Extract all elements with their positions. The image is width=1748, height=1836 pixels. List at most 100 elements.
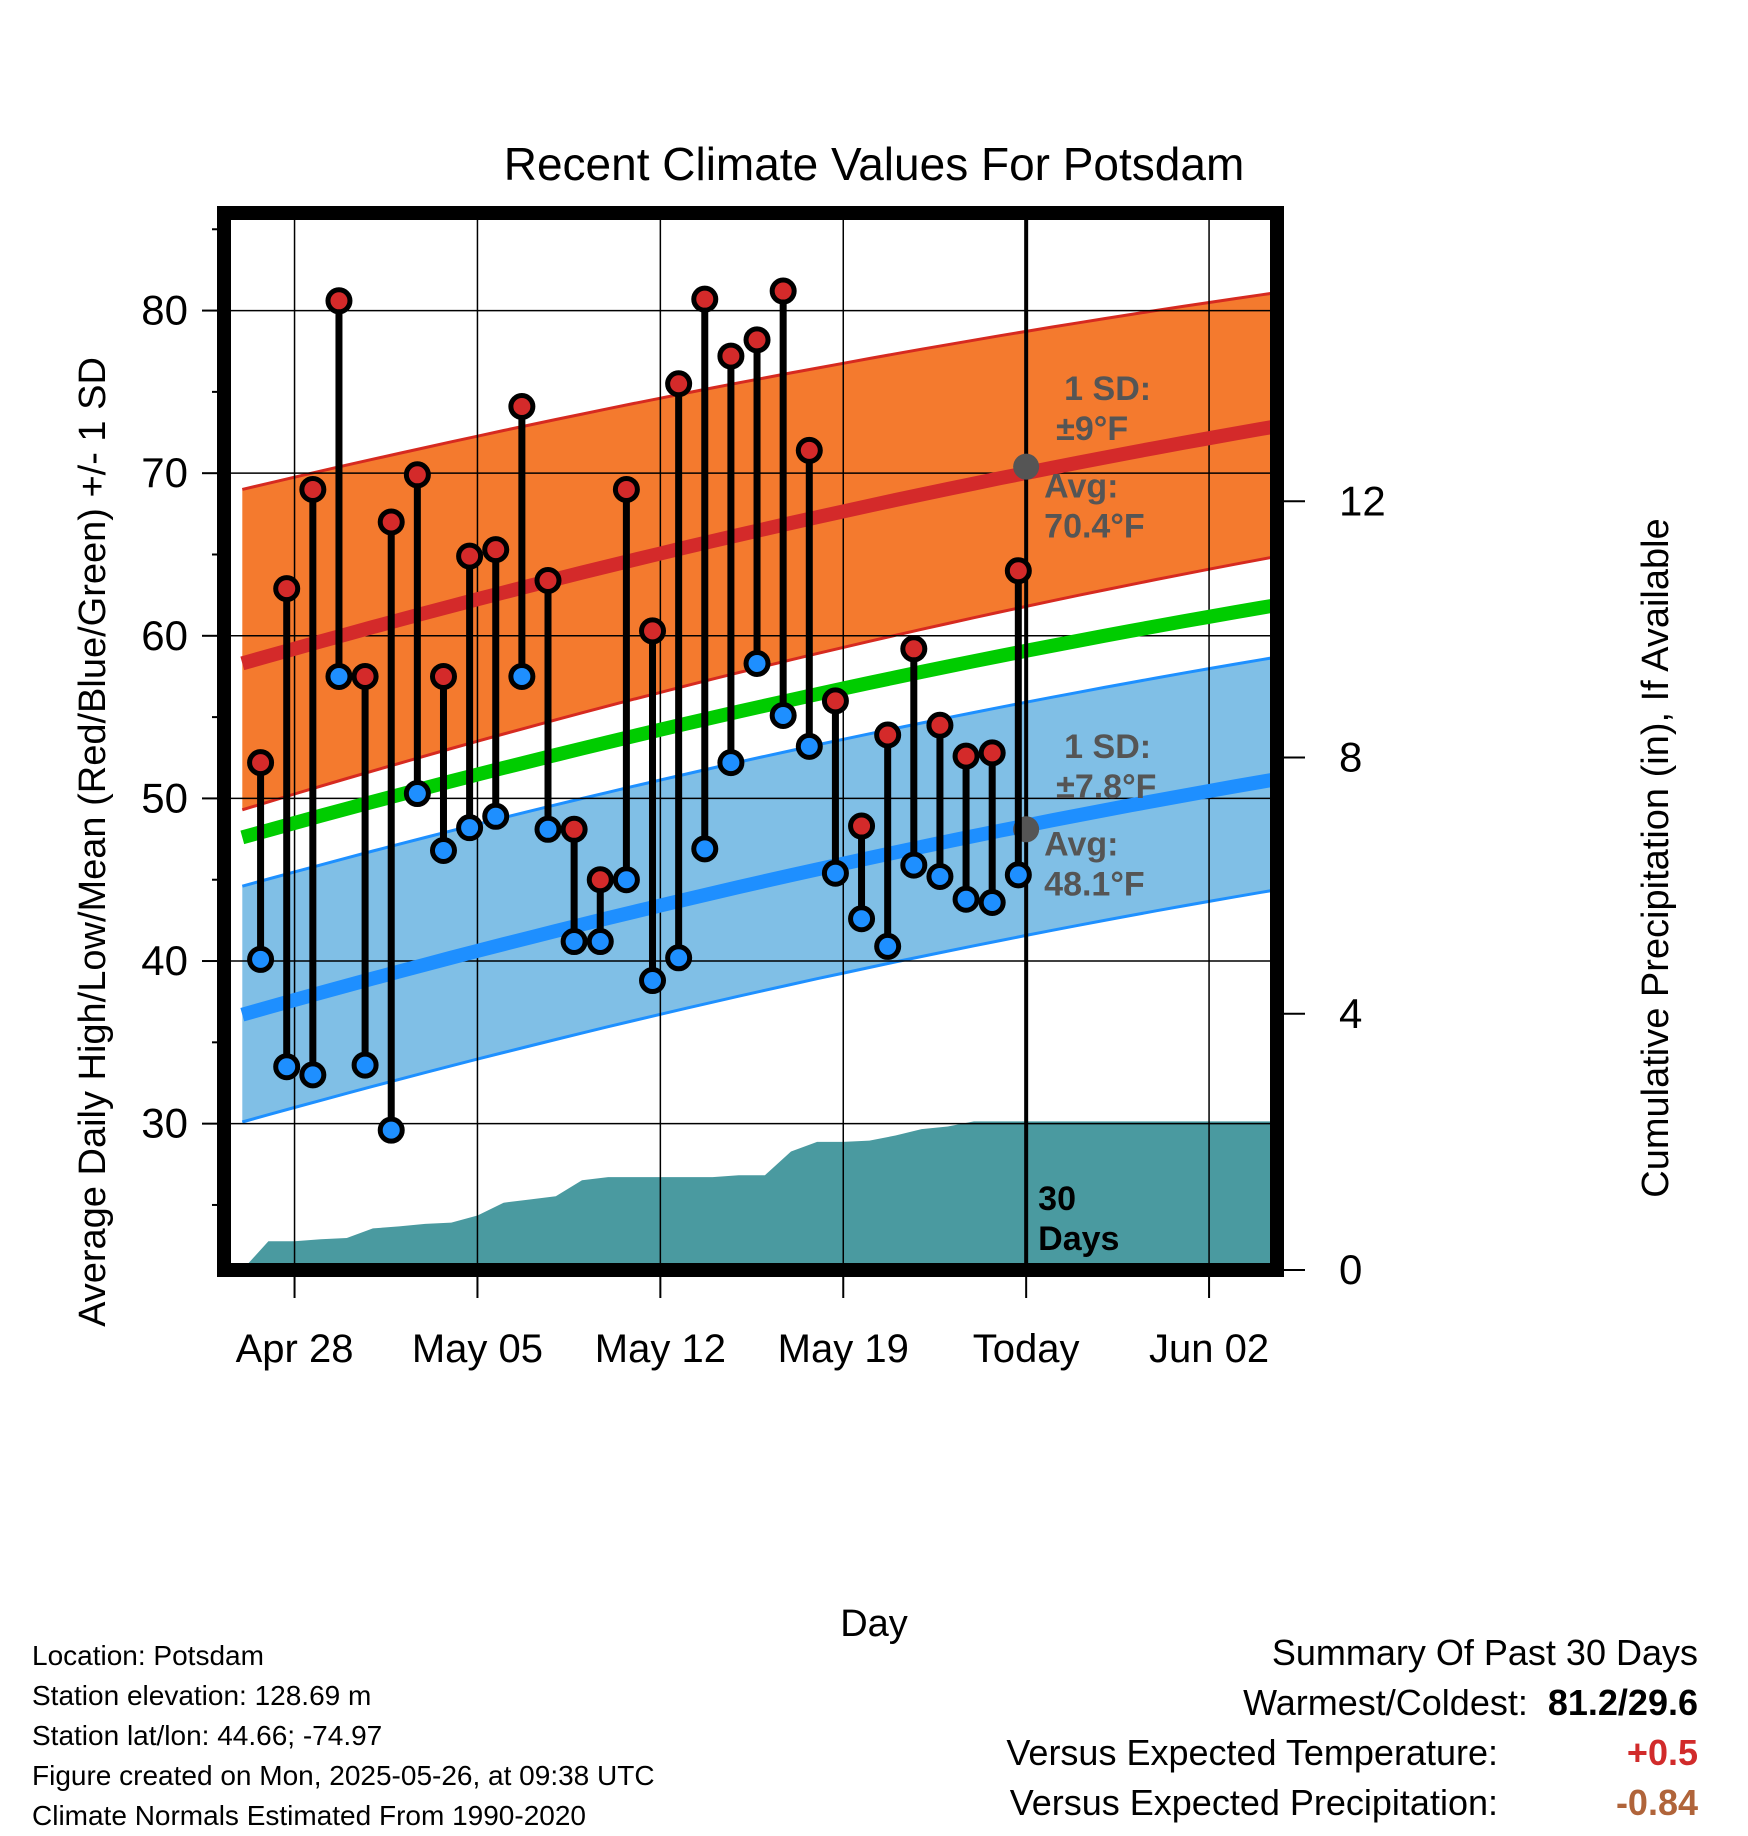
warmest-coldest-label: Warmest/Coldest: bbox=[1243, 1682, 1528, 1723]
high-marker bbox=[900, 635, 928, 663]
x-axis-title: Day bbox=[840, 1603, 908, 1645]
y2-tick-label: 4 bbox=[1339, 990, 1362, 1037]
temp-vs-expected-row: Versus Expected Temperature: +0.5 bbox=[1006, 1728, 1698, 1778]
y2-tick-label: 8 bbox=[1339, 734, 1362, 781]
low-marker bbox=[456, 814, 484, 842]
low-marker bbox=[795, 732, 823, 760]
precip-vs-expected-row: Versus Expected Precipitation: -0.84 bbox=[1006, 1778, 1698, 1828]
x-tick-label: Today bbox=[973, 1327, 1080, 1371]
high-marker bbox=[978, 739, 1006, 767]
high-marker bbox=[821, 687, 849, 715]
today-days-label: Days bbox=[1038, 1220, 1119, 1258]
annotation-value: ±9°F bbox=[1056, 410, 1128, 448]
low-band-lower-edge bbox=[241, 888, 1277, 1124]
low-marker bbox=[848, 905, 876, 933]
high-marker bbox=[612, 475, 640, 503]
y-tick-label: 50 bbox=[141, 774, 188, 821]
low-avg-line bbox=[240, 772, 1277, 1022]
high-marker bbox=[429, 662, 457, 690]
x-tick-label: May 05 bbox=[412, 1327, 543, 1371]
low-marker bbox=[821, 859, 849, 887]
low-marker bbox=[351, 1051, 379, 1079]
low-marker bbox=[874, 932, 902, 960]
high-marker bbox=[273, 575, 301, 603]
location-text: Location: Potsdam bbox=[32, 1640, 264, 1671]
low-marker bbox=[639, 967, 667, 995]
low-marker bbox=[403, 780, 431, 808]
low-marker bbox=[743, 649, 771, 677]
today-days-label: 30 bbox=[1038, 1180, 1076, 1218]
high-marker bbox=[926, 711, 954, 739]
low-marker bbox=[273, 1053, 301, 1081]
annotation-value: ±7.8°F bbox=[1056, 768, 1156, 806]
y2-tick-label: 12 bbox=[1339, 477, 1386, 524]
high-marker bbox=[769, 277, 797, 305]
y-axis-title: Average Daily High/Low/Mean (Red/Blue/Gr… bbox=[72, 357, 114, 1327]
high-marker bbox=[1004, 557, 1032, 585]
created-text: Figure created on Mon, 2025-05-26, at 09… bbox=[32, 1760, 655, 1791]
high-marker bbox=[639, 617, 667, 645]
x-tick-label: May 12 bbox=[595, 1327, 726, 1371]
low-marker bbox=[534, 815, 562, 843]
annotation-label: Avg: bbox=[1044, 825, 1118, 863]
low-marker bbox=[612, 866, 640, 894]
low-marker bbox=[665, 944, 693, 972]
low-marker bbox=[691, 835, 719, 863]
low-marker bbox=[1004, 861, 1032, 889]
precip-vs-expected-value: -0.84 bbox=[1615, 1782, 1698, 1823]
low-marker bbox=[926, 862, 954, 890]
high-marker bbox=[482, 536, 510, 564]
y-tick-label: 70 bbox=[141, 449, 188, 496]
high-marker bbox=[403, 461, 431, 489]
y-tick-label: 60 bbox=[141, 612, 188, 659]
annotation-label: Avg: bbox=[1044, 468, 1118, 506]
low-marker bbox=[247, 945, 275, 973]
y-tick-label: 30 bbox=[141, 1100, 188, 1147]
low-marker bbox=[586, 928, 614, 956]
high-marker bbox=[456, 542, 484, 570]
low-band-upper-edge bbox=[241, 655, 1277, 888]
chart-title: Recent Climate Values For Potsdam bbox=[504, 138, 1245, 190]
annotation-label: 1 SD: bbox=[1064, 728, 1151, 766]
high-marker bbox=[508, 393, 536, 421]
y-tick-label: 40 bbox=[141, 937, 188, 984]
high-marker bbox=[848, 812, 876, 840]
high-marker bbox=[560, 815, 588, 843]
high-marker bbox=[874, 721, 902, 749]
high-marker bbox=[795, 436, 823, 464]
precip-area bbox=[242, 1121, 1277, 1270]
y2-tick-label: 0 bbox=[1339, 1246, 1362, 1293]
high-marker bbox=[691, 285, 719, 313]
high-marker bbox=[534, 567, 562, 595]
x-tick-label: Jun 02 bbox=[1149, 1327, 1269, 1371]
high-marker bbox=[325, 287, 353, 315]
summary-heading: Summary Of Past 30 Days bbox=[1271, 1632, 1698, 1673]
y2-axis-title: Cumulative Precipitation (in), If Availa… bbox=[1635, 518, 1677, 1197]
low-marker bbox=[900, 851, 928, 879]
annotation-label: 1 SD: bbox=[1064, 370, 1151, 408]
low-marker bbox=[325, 662, 353, 690]
precip-vs-expected-label: Versus Expected Precipitation: bbox=[1009, 1782, 1498, 1823]
low-marker bbox=[299, 1061, 327, 1089]
low-marker bbox=[560, 928, 588, 956]
high-marker bbox=[377, 508, 405, 536]
high-marker bbox=[743, 326, 771, 354]
high-marker bbox=[717, 342, 745, 370]
elevation-text: Station elevation: 128.69 m bbox=[32, 1680, 372, 1711]
high-marker bbox=[351, 662, 379, 690]
x-tick-label: May 19 bbox=[778, 1327, 909, 1371]
high-marker bbox=[586, 866, 614, 894]
high-band-upper-edge bbox=[241, 291, 1277, 491]
high-marker bbox=[952, 742, 980, 770]
plot-frame bbox=[217, 206, 1284, 1277]
low-marker bbox=[377, 1116, 405, 1144]
low-marker bbox=[429, 836, 457, 864]
station-info: Location: Potsdam Station elevation: 128… bbox=[32, 1636, 655, 1836]
temp-vs-expected-label: Versus Expected Temperature: bbox=[1006, 1732, 1498, 1773]
x-tick-label: Apr 28 bbox=[236, 1327, 354, 1371]
today-avg-marker bbox=[1013, 453, 1040, 480]
annotation-value: 48.1°F bbox=[1044, 865, 1145, 903]
low-marker bbox=[978, 888, 1006, 916]
